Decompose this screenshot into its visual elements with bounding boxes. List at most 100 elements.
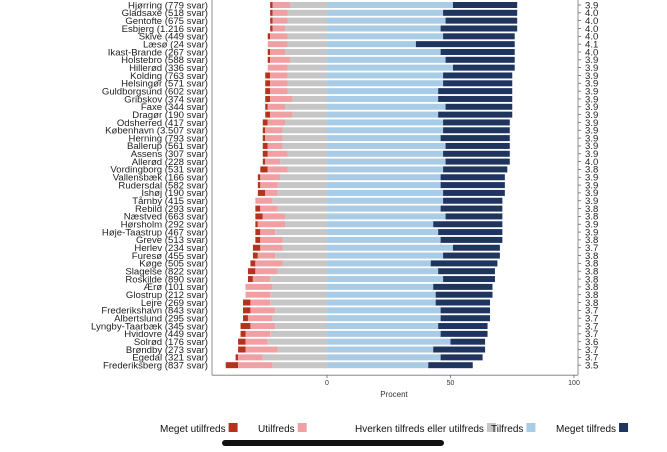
bar-segment-utilfreds bbox=[255, 197, 273, 204]
row-label: Ballerup (561 svar) bbox=[127, 141, 208, 152]
mean-value: 3.9 bbox=[585, 126, 598, 137]
row-label: Faxe (344 svar) bbox=[141, 102, 208, 113]
bar-segment-utilfreds bbox=[272, 17, 288, 24]
mean-value: 3.8 bbox=[585, 204, 598, 215]
bar-segment-meget-utilfreds bbox=[265, 103, 268, 110]
bar-segment-meget-tilfreds bbox=[443, 80, 513, 87]
bar-segment-meget-utilfreds bbox=[262, 158, 266, 165]
bar-segment-meget-utilfreds bbox=[257, 189, 266, 196]
bar-segment-hverken-tilfreds-eller-utilfreds bbox=[282, 127, 327, 134]
bar-segment-tilfreds bbox=[327, 268, 439, 275]
bar-segment-hverken-tilfreds-eller-utilfreds bbox=[287, 88, 327, 95]
bar-segment-utilfreds bbox=[265, 127, 283, 134]
bar-segment-hverken-tilfreds-eller-utilfreds bbox=[270, 330, 327, 337]
bar-segment-tilfreds bbox=[327, 17, 446, 24]
bar-segment-meget-utilfreds bbox=[270, 9, 273, 16]
row-label: Næstved (663 svar) bbox=[124, 212, 208, 223]
bar-segment-hverken-tilfreds-eller-utilfreds bbox=[275, 229, 327, 236]
bar-segment-hverken-tilfreds-eller-utilfreds bbox=[277, 182, 327, 189]
row-label: Dragør (190 svar) bbox=[132, 110, 208, 121]
bar-segment-hverken-tilfreds-eller-utilfreds bbox=[272, 283, 327, 290]
bar-segment-hverken-tilfreds-eller-utilfreds bbox=[285, 48, 327, 55]
row-label: Ishøj (190 svar) bbox=[141, 188, 208, 199]
mean-value: 3.6 bbox=[585, 337, 598, 348]
bar-segment-meget-tilfreds bbox=[440, 307, 491, 314]
mean-value: 3.9 bbox=[585, 188, 598, 199]
bar-segment-hverken-tilfreds-eller-utilfreds bbox=[287, 64, 327, 71]
bar-segment-meget-utilfreds bbox=[267, 33, 271, 40]
bar-segment-meget-tilfreds bbox=[415, 41, 515, 48]
mean-value: 3.9 bbox=[585, 102, 598, 113]
row-label: Vallensbæk (166 svar) bbox=[113, 173, 208, 184]
row-label: Frederikshavn (843 svar) bbox=[101, 306, 208, 317]
bar-segment-tilfreds bbox=[327, 72, 444, 79]
mean-value: 3.9 bbox=[585, 149, 598, 160]
bar-segment-meget-utilfreds bbox=[267, 56, 271, 63]
mean-value: 3.9 bbox=[585, 133, 598, 144]
bar-segment-utilfreds bbox=[245, 346, 278, 353]
bar-segment-hverken-tilfreds-eller-utilfreds bbox=[282, 142, 327, 149]
bar-segment-meget-tilfreds bbox=[452, 244, 500, 251]
bars-layer bbox=[225, 2, 518, 369]
bar-segment-meget-tilfreds bbox=[440, 330, 488, 337]
bar-segment-meget-utilfreds bbox=[252, 244, 261, 251]
bar-segment-meget-tilfreds bbox=[430, 260, 498, 267]
bar-segment-utilfreds bbox=[257, 252, 276, 259]
bar-segment-tilfreds bbox=[327, 291, 436, 298]
bar-segment-hverken-tilfreds-eller-utilfreds bbox=[292, 111, 327, 118]
bar-segment-hverken-tilfreds-eller-utilfreds bbox=[272, 197, 327, 204]
bar-segment-tilfreds bbox=[327, 307, 441, 314]
row-label: Skive (449 svar) bbox=[139, 32, 208, 43]
bar-segment-meget-utilfreds bbox=[240, 323, 251, 330]
bar-segment-hverken-tilfreds-eller-utilfreds bbox=[282, 244, 327, 251]
bar-segment-utilfreds bbox=[245, 338, 268, 345]
row-label: Glostrup (212 svar) bbox=[126, 290, 208, 301]
bar-segment-tilfreds bbox=[327, 103, 446, 110]
row-label: Ærø (101 svar) bbox=[143, 282, 208, 293]
bar-segment-tilfreds bbox=[327, 150, 444, 157]
bar-segment-tilfreds bbox=[327, 9, 444, 16]
bar-segment-tilfreds bbox=[327, 119, 444, 126]
mean-value: 3.9 bbox=[585, 173, 598, 184]
row-labels: Hjørring (779 svar)Gladsaxe (518 svar)Ge… bbox=[91, 0, 208, 371]
row-label: Tårnby (415 svar) bbox=[132, 196, 208, 207]
row-label: Ikast-Brande (267 svar) bbox=[108, 47, 208, 58]
bar-segment-meget-tilfreds bbox=[440, 354, 483, 361]
bar-segment-meget-tilfreds bbox=[452, 2, 518, 8]
bar-segment-meget-tilfreds bbox=[443, 119, 510, 126]
bar-segment-meget-tilfreds bbox=[450, 338, 486, 345]
bar-segment-meget-tilfreds bbox=[443, 150, 510, 157]
bar-segment-hverken-tilfreds-eller-utilfreds bbox=[277, 189, 327, 196]
mean-value: 3.9 bbox=[585, 220, 598, 231]
bar-segment-meget-tilfreds bbox=[428, 362, 473, 369]
bar-segment-utilfreds bbox=[245, 291, 271, 298]
legend-label: Tilfreds bbox=[491, 424, 523, 435]
mean-value: 3.7 bbox=[585, 306, 598, 317]
bar-segment-hverken-tilfreds-eller-utilfreds bbox=[287, 150, 327, 157]
bar-segment-tilfreds bbox=[327, 142, 446, 149]
row-label: Brøndby (273 svar) bbox=[126, 345, 208, 356]
x-tick-label: 50 bbox=[447, 380, 455, 387]
bar-segment-tilfreds bbox=[327, 48, 441, 55]
bar-segment-meget-tilfreds bbox=[443, 189, 505, 196]
mean-value: 3.7 bbox=[585, 345, 598, 356]
bar-segment-meget-utilfreds bbox=[247, 268, 256, 275]
bar-segment-hverken-tilfreds-eller-utilfreds bbox=[275, 307, 327, 314]
mean-value: 4.0 bbox=[585, 47, 598, 58]
bar-segment-meget-utilfreds bbox=[255, 229, 261, 236]
bar-segment-tilfreds bbox=[327, 2, 453, 8]
bar-segment-tilfreds bbox=[327, 252, 444, 259]
legend-swatch bbox=[619, 423, 629, 432]
mean-value: 4.0 bbox=[585, 32, 598, 43]
row-label: Slagelse (822 svar) bbox=[125, 267, 208, 278]
bar-segment-hverken-tilfreds-eller-utilfreds bbox=[287, 41, 327, 48]
bar-segment-tilfreds bbox=[327, 88, 439, 95]
legend-label: Utilfreds bbox=[258, 424, 295, 435]
home-indicator[interactable] bbox=[222, 440, 444, 446]
x-axis-label: Procent bbox=[380, 390, 408, 399]
bar-segment-tilfreds bbox=[327, 80, 444, 87]
bar-segment-hverken-tilfreds-eller-utilfreds bbox=[280, 158, 327, 165]
bar-segment-hverken-tilfreds-eller-utilfreds bbox=[285, 103, 327, 110]
mean-value: 4.0 bbox=[585, 16, 598, 27]
bar-segment-utilfreds bbox=[255, 260, 283, 267]
